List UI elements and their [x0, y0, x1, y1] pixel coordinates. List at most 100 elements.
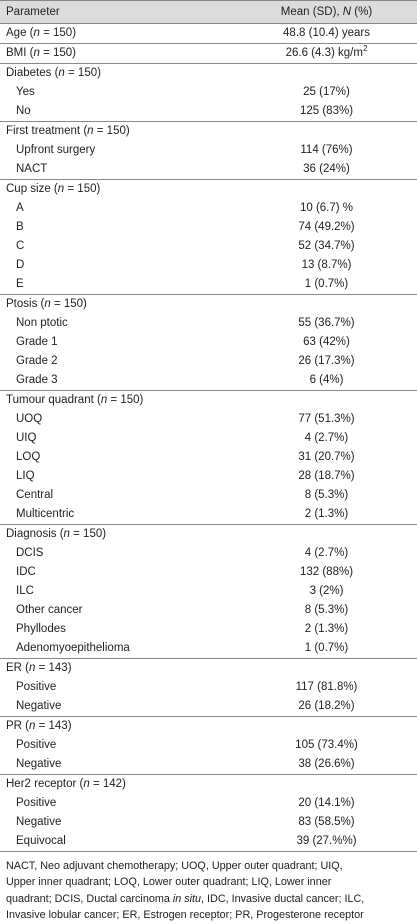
row-label: Equivocal	[0, 832, 236, 852]
row-label: Yes	[16, 86, 35, 98]
section-header-row: First treatment (n = 150)	[0, 121, 417, 141]
row-value: 77 (51.3%)	[298, 413, 355, 425]
footnote-line: Upper inner quadrant; LOQ, Lower outer q…	[6, 876, 332, 889]
table-row: Non ptotic 55 (36.7%)	[0, 314, 417, 333]
section-header-row: Cup size (n = 150)	[0, 179, 417, 199]
table-footnote: NACT, Neo adjuvant chemotherapy; UOQ, Up…	[0, 852, 417, 924]
row-value: 28 (18.7%)	[298, 470, 355, 482]
footnote-line: Invasive lobular cancer; ER, Estrogen re…	[6, 909, 364, 922]
table-row: Positive 117 (81.8%)	[0, 678, 417, 697]
row-value: 4 (2.7%)	[304, 547, 349, 559]
table-row: Multicentric 2 (1.3%)	[0, 505, 417, 525]
row-value: 20 (14.1%)	[298, 797, 355, 809]
row-label: ILC	[16, 585, 34, 597]
table-row: Adenomyoepithelioma 1 (0.7%)	[0, 639, 417, 659]
section-header-row: Tumour quadrant (n = 150)	[0, 390, 417, 410]
table-row: B 74 (49.2%)	[0, 218, 417, 237]
section-title-empty-cell	[236, 63, 417, 83]
table-row: Negative 38 (26.6%)	[0, 755, 417, 775]
table-row: Other cancer 8 (5.3%)	[0, 601, 417, 620]
row-label: Upfront surgery	[16, 144, 96, 156]
row-value: 52 (34.7%)	[298, 240, 355, 252]
row-label: Adenomyoepithelioma	[16, 642, 130, 654]
section-title-empty-cell	[236, 390, 417, 410]
row-value: 31 (20.7%)	[298, 451, 355, 463]
row-value: 55 (36.7%)	[298, 317, 355, 329]
section-header-row: Her2 receptor (n = 142)	[0, 774, 417, 794]
table-row: DCIS 4 (2.7%)	[0, 544, 417, 563]
table-row: LIQ 28 (18.7%)	[0, 467, 417, 486]
row-label: D	[16, 259, 25, 271]
row-value: 13 (8.7%)	[301, 259, 352, 271]
row-value: 114 (76%)	[300, 144, 353, 156]
table-row: Grade 1 63 (42%)	[0, 333, 417, 352]
row-value: 39 (27.%%)	[236, 832, 417, 852]
row-label: Positive	[16, 739, 57, 751]
section-title: ER (n = 143)	[0, 658, 236, 678]
demographics-table: Parameter Mean (SD), N (%) Age (n = 150)…	[0, 0, 417, 852]
section-title: Diagnosis (n = 150)	[0, 524, 236, 544]
table-row: Equivocal 39 (27.%%)	[0, 832, 417, 852]
row-value: 1 (0.7%)	[304, 278, 349, 290]
row-label: Non ptotic	[16, 317, 68, 329]
row-value: 4 (2.7%)	[304, 432, 349, 444]
row-label: LIQ	[16, 470, 35, 482]
section-title: Tumour quadrant (n = 150)	[0, 390, 236, 410]
table-row: Positive 105 (73.4%)	[0, 736, 417, 755]
section-header-row: ER (n = 143)	[0, 658, 417, 678]
table-row: NACT 36 (24%)	[0, 160, 417, 180]
row-label: Negative	[16, 700, 62, 712]
row-value: 25 (17%)	[303, 86, 350, 98]
section-title: Her2 receptor (n = 142)	[0, 774, 236, 794]
section-title: Cup size (n = 150)	[0, 179, 236, 199]
row-label: C	[16, 240, 25, 252]
footnote-line: NACT, Neo adjuvant chemotherapy; UOQ, Up…	[6, 860, 343, 872]
section-header-row: PR (n = 143)	[0, 716, 417, 736]
row-label: Phyllodes	[16, 623, 66, 635]
row-label: Negative	[16, 816, 62, 828]
row-value: 10 (6.7) %	[299, 202, 354, 214]
row-value: 2 (1.3%)	[304, 508, 349, 520]
row-value: 2 (1.3%)	[304, 623, 349, 635]
row-value: 83 (58.5%)	[298, 816, 355, 828]
row-value: 63 (42%)	[303, 336, 350, 348]
row-value: 132 (88%)	[299, 566, 354, 578]
table-row: C 52 (34.7%)	[0, 237, 417, 256]
section-title-empty-cell	[236, 121, 417, 141]
row-value: 74 (49.2%)	[298, 221, 355, 233]
row-label: LOQ	[16, 451, 41, 463]
table-row: ILC 3 (2%)	[0, 582, 417, 601]
row-label: Grade 3	[16, 374, 58, 386]
table-row: UOQ 77 (51.3%)	[0, 410, 417, 429]
row-value: 26 (18.2%)	[298, 700, 355, 712]
row-label: NACT	[16, 163, 48, 175]
header-parameter: Parameter	[0, 0, 236, 24]
section-header-row: Diabetes (n = 150)	[0, 63, 417, 83]
row-label: Grade 2	[16, 355, 58, 367]
row-value: 3 (2%)	[309, 585, 344, 597]
table-row: E 1 (0.7%)	[0, 275, 417, 295]
row-label: Positive	[16, 797, 57, 809]
table-row: Negative 83 (58.5%)	[0, 813, 417, 832]
row-value: 36 (24%)	[303, 163, 350, 175]
row-label: DCIS	[16, 547, 44, 559]
table-row: D 13 (8.7%)	[0, 256, 417, 275]
header-statistic: Mean (SD), N (%)	[236, 0, 417, 24]
row-label: Negative	[16, 758, 62, 770]
section-header-row: Diagnosis (n = 150)	[0, 524, 417, 544]
row-value: 105 (73.4%)	[295, 739, 358, 751]
row-label: Positive	[16, 681, 57, 693]
section-title-empty-cell	[236, 658, 417, 678]
table-row: Yes 25 (17%)	[0, 83, 417, 102]
row-label: A	[16, 202, 24, 214]
row-label: No	[16, 105, 31, 117]
footnote-line: quadrant; DCIS, Ductal carcinoma in situ…	[6, 892, 365, 905]
section-title: First treatment (n = 150)	[0, 121, 236, 141]
section-header-row: Ptosis (n = 150)	[0, 294, 417, 314]
section-title-empty-cell	[236, 716, 417, 736]
table-row: UIQ 4 (2.7%)	[0, 429, 417, 448]
table-row-bmi: BMI (n = 150) 26.6 (4.3) kg/m2	[0, 43, 417, 64]
section-title: PR (n = 143)	[0, 716, 236, 736]
section-title-empty-cell	[236, 524, 417, 544]
table-row: Grade 2 26 (17.3%)	[0, 352, 417, 371]
